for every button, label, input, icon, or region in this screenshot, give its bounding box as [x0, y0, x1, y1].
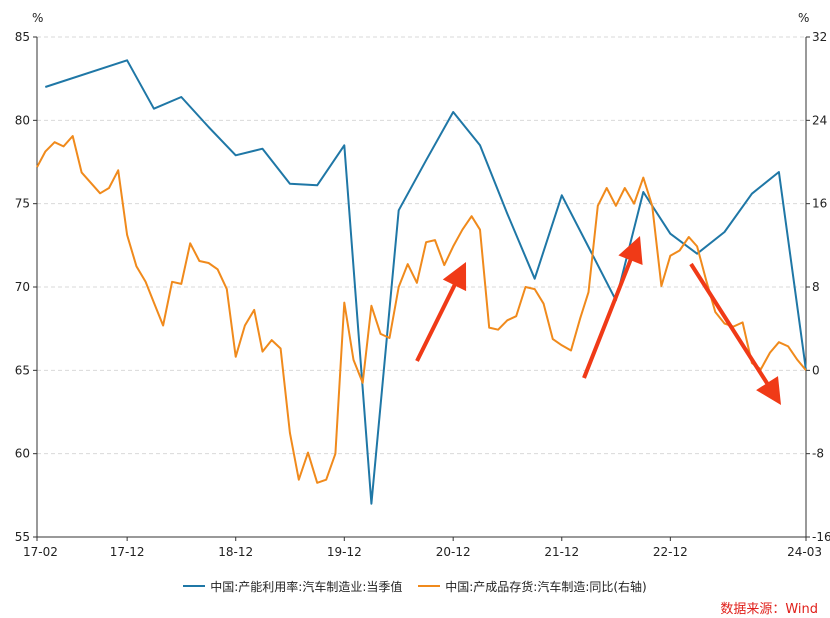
arrow-up-2020: [415, 262, 467, 362]
left-tick-label: 85: [15, 30, 30, 44]
arrow-down-2023: [689, 262, 781, 405]
legend-swatch-inventory: [418, 585, 441, 587]
right-tick-label: 16: [812, 197, 827, 211]
right-tick-label: 0: [812, 363, 820, 377]
annotation-arrows: [415, 236, 781, 405]
left-tick-label: 60: [15, 447, 30, 461]
x-tick-label: 21-12: [544, 545, 579, 559]
x-tick-label: 17-02: [23, 545, 58, 559]
x-tick-label: 19-12: [327, 545, 362, 559]
left-tick-label: 55: [15, 530, 30, 544]
x-tick-label: 18-12: [218, 545, 253, 559]
x-tick-label: 24-03: [787, 545, 822, 559]
axes: 55 60 65 70 75 80 85 -16 -8 0 8 16 24 32 17-02 17-12 18-…: [15, 30, 830, 559]
series-line-capacity: [44, 59, 807, 505]
left-tick-label: 70: [15, 280, 30, 294]
right-tick-label: 24: [812, 113, 827, 127]
left-tick-label: 65: [15, 363, 30, 377]
left-tick-label: 75: [15, 197, 30, 211]
right-tick-label: -16: [812, 530, 830, 544]
grid-lines: [37, 36, 806, 455]
arrow-up-2022: [582, 236, 643, 379]
left-tick-label: 80: [15, 113, 30, 127]
x-tick-label: 17-12: [110, 545, 145, 559]
right-tick-label: -8: [812, 447, 824, 461]
source-note: 数据来源：Wind: [720, 602, 818, 617]
series-line-inventory: [36, 135, 807, 484]
right-tick-label: 32: [812, 30, 827, 44]
series-lines: [36, 59, 807, 505]
legend-item-capacity: 中国:产能利用率:汽车制造业:当季值: [183, 578, 402, 595]
legend-item-inventory: 中国:产成品存货:汽车制造:同比(右轴): [418, 578, 647, 595]
x-tick-label: 22-12: [653, 545, 688, 559]
legend: 中国:产能利用率:汽车制造业:当季值 中国:产成品存货:汽车制造:同比(右轴): [0, 576, 830, 595]
right-unit-label: %: [798, 11, 809, 25]
legend-swatch-capacity: [183, 585, 206, 587]
x-tick-label: 20-12: [436, 545, 471, 559]
legend-label-capacity: 中国:产能利用率:汽车制造业:当季值: [210, 579, 403, 594]
legend-label-inventory: 中国:产成品存货:汽车制造:同比(右轴): [445, 579, 647, 594]
left-unit-label: %: [32, 11, 43, 25]
right-tick-label: 8: [812, 280, 820, 294]
